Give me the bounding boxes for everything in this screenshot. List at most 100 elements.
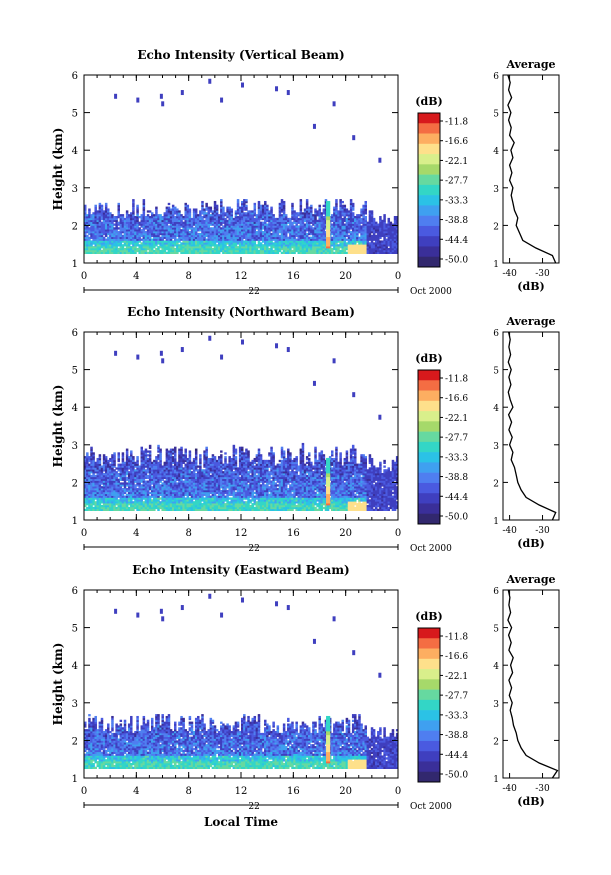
echo-cell (278, 231, 282, 234)
echo-cell (351, 219, 355, 223)
echo-cell (136, 244, 139, 247)
echo-cell (203, 244, 206, 247)
echo-cell (354, 223, 357, 226)
echo-cell (123, 506, 127, 510)
echo-cell (130, 249, 133, 253)
echo-cell (109, 217, 112, 221)
echo-cell (111, 480, 114, 483)
echo-cell (84, 212, 87, 215)
echo-cell (238, 214, 242, 217)
echo-cell (228, 225, 231, 228)
echo-cell (157, 246, 160, 249)
echo-cell (358, 216, 361, 219)
echo-cell (169, 242, 173, 245)
echo-cell (109, 242, 112, 245)
echo-cell (140, 247, 144, 251)
echo-cell (222, 249, 225, 253)
echo-cell (351, 240, 355, 243)
echo-cell (111, 501, 114, 504)
echo-cell (275, 86, 279, 92)
echo-cell (157, 471, 160, 474)
echo-cell (121, 231, 125, 234)
echo-cell (115, 476, 118, 480)
echo-cell (176, 499, 179, 502)
echo-cell (347, 251, 351, 254)
echo-cell (310, 214, 313, 217)
echo-cell (186, 461, 190, 464)
echo-cell (230, 217, 234, 221)
echo-cell (326, 231, 331, 234)
echo-cell (220, 221, 223, 224)
echo-cell (264, 208, 267, 211)
echo-cell (215, 229, 219, 232)
echo-cell (92, 499, 95, 502)
echo-cell (270, 225, 273, 228)
echo-cell (115, 249, 118, 253)
echo-cell (94, 467, 97, 470)
echo-cell (178, 227, 181, 230)
echo-cell (301, 214, 305, 217)
echo-cell (180, 499, 183, 502)
echo-cell (109, 465, 112, 468)
echo-cell (186, 471, 190, 474)
echo-cell (318, 231, 321, 234)
echo-cell (111, 227, 114, 230)
colorbar-swatch (418, 164, 440, 175)
echo-cell (320, 227, 324, 230)
echo-cell (293, 236, 296, 239)
echo-cell (249, 219, 252, 223)
echo-cell (280, 210, 284, 213)
echo-cell (345, 242, 349, 245)
echo-cell (272, 251, 275, 254)
echo-cell (94, 246, 97, 249)
echo-cell (94, 227, 97, 230)
echo-cell (370, 223, 374, 226)
echo-cell (92, 457, 95, 461)
echo-cell (169, 506, 173, 510)
echo-cell (130, 467, 133, 470)
echo-cell (251, 240, 254, 243)
echo-cell (238, 232, 242, 236)
echo-cell (276, 223, 280, 226)
echo-cell (234, 232, 238, 236)
echo-cell (201, 251, 204, 254)
echo-cell (188, 221, 192, 224)
echo-cell (368, 234, 372, 238)
echo-cell (341, 231, 344, 234)
echo-cell (148, 478, 152, 481)
echo-cell (150, 229, 154, 232)
echo-cell (305, 236, 309, 239)
echo-cell (125, 231, 129, 234)
echo-cell (303, 210, 307, 213)
echo-cell (176, 467, 179, 470)
echo-cell (104, 244, 108, 247)
echo-cell (213, 214, 217, 217)
echo-cell (301, 232, 305, 236)
echo-cell (176, 238, 179, 241)
echo-cell (364, 251, 367, 254)
echo-cell (194, 236, 198, 239)
echo-cell (146, 240, 150, 243)
echo-cell (377, 232, 380, 236)
echo-cell (104, 225, 108, 228)
echo-cell (270, 249, 273, 253)
colorbar-frame (417, 112, 441, 268)
echo-cell (92, 214, 95, 217)
echo-cell (132, 501, 135, 504)
echo-cell (169, 216, 173, 219)
echo-cell (174, 234, 177, 238)
echo-cell (140, 461, 144, 464)
echo-cell (115, 219, 118, 223)
echo-cell (299, 200, 303, 204)
avg-y-tick-label: 2 (493, 222, 499, 232)
echo-cell (163, 232, 167, 236)
echo-cell (121, 489, 125, 493)
echo-cell (84, 236, 87, 239)
echo-cell (111, 503, 114, 506)
echo-cell (157, 488, 160, 491)
echo-cell (161, 473, 164, 476)
echo-cell (174, 469, 177, 472)
echo-cell (157, 473, 160, 476)
echo-cell (176, 478, 179, 481)
echo-cell (165, 242, 169, 245)
